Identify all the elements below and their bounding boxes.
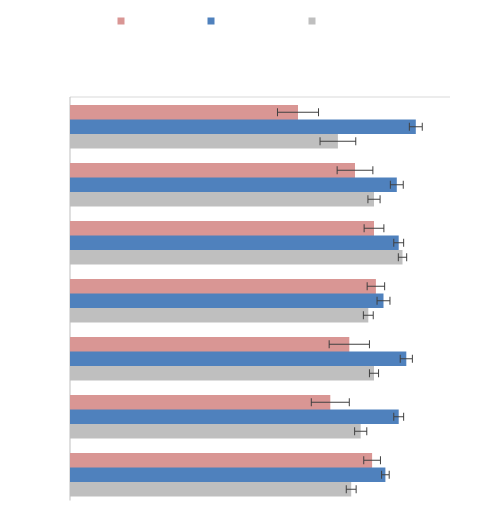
error-bar-group-4-series-2 xyxy=(376,296,391,305)
bar-group-2-series-2 xyxy=(70,177,397,192)
bar-group-1-series-2 xyxy=(70,119,416,134)
bar-group-3-series-2 xyxy=(70,235,399,250)
bar-group-4-series-1 xyxy=(70,279,376,294)
legend-swatch-3 xyxy=(308,17,316,25)
bar-group-1-series-1 xyxy=(70,105,298,120)
bar-group-7-series-2 xyxy=(70,467,386,482)
error-bar-group-6-series-2 xyxy=(393,412,405,421)
bar-group-6-series-2 xyxy=(70,409,399,424)
bar-group-6-series-1 xyxy=(70,395,331,410)
bar-group-3-series-1 xyxy=(70,221,374,236)
bar-group-7-series-3 xyxy=(70,482,352,497)
bar-group-7-series-1 xyxy=(70,453,373,468)
bar-group-2-series-1 xyxy=(70,163,355,178)
bar-group-4-series-2 xyxy=(70,293,384,308)
error-bar-group-3-series-1 xyxy=(363,224,385,233)
error-bar-group-3-series-2 xyxy=(393,238,405,247)
error-bar-group-7-series-3 xyxy=(345,485,357,494)
bar-group-6-series-3 xyxy=(70,424,361,439)
error-bar-group-4-series-1 xyxy=(366,282,386,291)
error-bar-group-2-series-1 xyxy=(336,166,374,175)
legend-swatch-1 xyxy=(117,17,125,25)
bar-group-5-series-1 xyxy=(70,337,350,352)
error-bar-group-3-series-3 xyxy=(397,253,408,262)
chart-legend xyxy=(117,17,316,25)
bar-group-5-series-2 xyxy=(70,351,407,366)
bar-group-1-series-3 xyxy=(70,134,338,149)
error-bar-group-5-series-2 xyxy=(399,354,413,363)
bar-group-4-series-3 xyxy=(70,308,369,323)
error-bar-group-6-series-1 xyxy=(310,398,350,407)
error-bar-group-1-series-2 xyxy=(408,122,423,131)
bar-group-5-series-3 xyxy=(70,366,374,381)
error-bar-group-5-series-3 xyxy=(368,369,380,378)
error-bar-group-6-series-3 xyxy=(354,427,368,436)
bar-group-3-series-3 xyxy=(70,250,403,265)
legend-swatch-2 xyxy=(207,17,215,25)
error-bar-group-4-series-3 xyxy=(362,311,374,320)
error-bar-group xyxy=(276,108,423,494)
error-bar-group-5-series-1 xyxy=(328,340,370,349)
bar-series-group xyxy=(70,105,416,497)
error-bar-group-7-series-2 xyxy=(381,470,390,479)
bar-group-2-series-3 xyxy=(70,192,374,207)
error-bar-group-2-series-3 xyxy=(367,195,381,204)
error-bar-group-1-series-1 xyxy=(276,108,320,117)
error-bar-group-1-series-3 xyxy=(319,137,357,146)
error-bar-group-2-series-2 xyxy=(389,180,404,189)
error-bar-group-7-series-1 xyxy=(363,456,381,465)
